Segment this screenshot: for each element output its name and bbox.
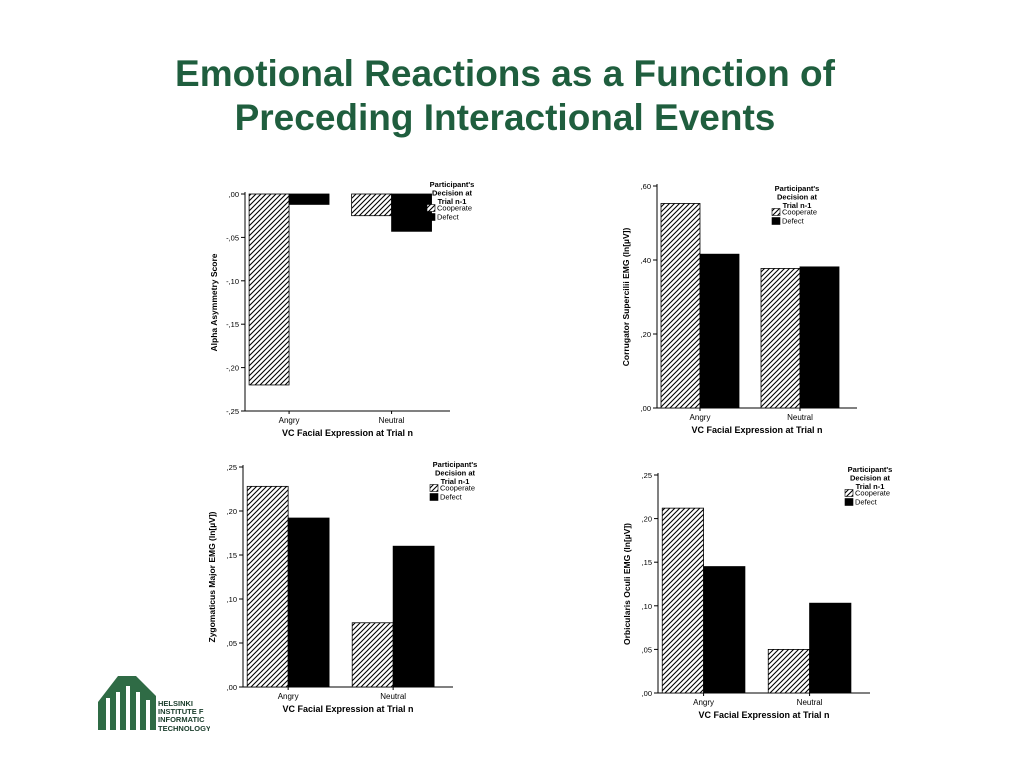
y-tick-label: -,20 <box>226 364 239 373</box>
hiit-logo-icon <box>98 676 156 730</box>
x-tick-label: Neutral <box>380 692 406 701</box>
legend-swatch-cooperate <box>771 208 781 216</box>
corrugator-emg-chart: ,00 ,20 ,40 ,60 Angry Neutral VC Facial Expres… <box>621 182 857 435</box>
legend-title-line: Trial n-1 <box>438 197 467 206</box>
zygomaticus-emg-chart: ,00 ,05 ,10 ,15 ,20 ,25 Angry Neutral VC Facial … <box>207 460 478 714</box>
legend-title-line: Participant's <box>430 180 475 189</box>
slide-title: Emotional Reactions as a Function of Pre… <box>0 52 1010 140</box>
y-tick-label: ,60 <box>641 182 651 191</box>
bar-angry-cooperate <box>660 203 701 409</box>
y-axis-title: Alpha Asymmetry Score <box>209 253 219 351</box>
logo-line-4: TECHNOLOGY <box>158 723 210 733</box>
y-tick-label: ,10 <box>227 595 237 604</box>
legend-title-line: Decision at <box>850 474 891 483</box>
bar-neutral-defect <box>809 602 852 694</box>
legend-swatch-defect <box>844 498 854 506</box>
y-axis-title: Corrugator Supercilii EMG (ln[µV]) <box>621 228 631 367</box>
legend-swatch-cooperate <box>429 484 439 492</box>
legend-label-cooperate: Cooperate <box>855 489 890 498</box>
bar-neutral-cooperate <box>760 268 801 409</box>
legend-swatch-defect <box>771 217 781 225</box>
bar-angry-defect <box>287 517 330 688</box>
x-axis-title: VC Facial Expression at Trial n <box>691 425 822 435</box>
slide-title-line-2: Preceding Interactional Events <box>234 97 776 138</box>
legend-swatch-defect <box>426 213 436 221</box>
legend-title-line: Trial n-1 <box>856 482 885 491</box>
legend-label-cooperate: Cooperate <box>440 484 475 493</box>
bar-neutral-defect <box>391 193 432 232</box>
legend-label-defect: Defect <box>855 498 878 507</box>
y-tick-label: ,00 <box>641 404 651 413</box>
bar-angry-cooperate <box>246 485 289 688</box>
bar-angry-defect <box>699 253 740 409</box>
legend-title-line: Participant's <box>775 184 820 193</box>
y-tick-label: -,10 <box>226 277 239 286</box>
x-tick-label: Neutral <box>797 698 823 707</box>
legend-swatch-defect <box>429 493 439 501</box>
x-tick-label: Angry <box>279 416 300 425</box>
bar-angry-cooperate <box>661 507 704 694</box>
y-tick-label: ,25 <box>227 463 237 472</box>
bar-neutral-cooperate <box>767 648 810 694</box>
bar-angry-defect <box>703 566 746 694</box>
logo-line-1: HELSINKI <box>158 700 194 708</box>
legend-title-line: Participant's <box>433 460 478 469</box>
orbicularis-emg-chart: ,00 ,05 ,10 ,15 ,20 ,25 Angry Neutral VC Facial … <box>622 465 893 720</box>
legend-label-cooperate: Cooperate <box>782 208 817 217</box>
x-tick-label: Angry <box>278 692 299 701</box>
bar-neutral-defect <box>799 266 840 409</box>
x-axis-title: VC Facial Expression at Trial n <box>282 704 413 714</box>
y-tick-label: ,40 <box>641 256 651 265</box>
x-tick-label: Angry <box>693 698 714 707</box>
legend-title-line: Decision at <box>435 469 476 478</box>
legend-label-defect: Defect <box>440 493 463 502</box>
legend-label-defect: Defect <box>782 217 805 226</box>
y-tick-label: -,15 <box>226 320 239 329</box>
x-axis-title: VC Facial Expression at Trial n <box>698 710 829 720</box>
logo-line-3: INFORMATIC <box>158 715 205 725</box>
y-tick-label: ,20 <box>641 330 651 339</box>
x-tick-label: Neutral <box>379 416 405 425</box>
legend-title-line: Trial n-1 <box>783 201 812 210</box>
y-tick-label: -,05 <box>226 233 239 242</box>
y-tick-label: ,05 <box>642 645 652 654</box>
y-tick-label: ,15 <box>227 551 237 560</box>
x-tick-label: Angry <box>690 413 711 422</box>
x-axis-title: VC Facial Expression at Trial n <box>282 428 413 438</box>
y-axis-title: Orbicularis Oculi EMG (ln[µV]) <box>622 523 632 645</box>
y-tick-label: ,00 <box>227 683 237 692</box>
bar-neutral-cooperate <box>351 193 392 217</box>
legend-title-line: Decision at <box>432 189 473 198</box>
legend-swatch-cooperate <box>426 204 436 212</box>
legend-title-line: Trial n-1 <box>441 477 470 486</box>
alpha-asymmetry-chart: ,00 -,05 -,10 -,15 -,20 -,25 Angry Neutral VC Fa… <box>209 180 475 438</box>
hiit-logo: HELSINKI INSTITUTE F INFORMATIC TECHNOLO… <box>96 672 226 734</box>
y-tick-label: -,25 <box>226 407 239 416</box>
legend-swatch-cooperate <box>844 489 854 497</box>
y-tick-label: ,20 <box>642 515 652 524</box>
y-tick-label: ,10 <box>642 602 652 611</box>
bar-neutral-defect <box>392 545 435 688</box>
y-tick-label: ,00 <box>642 689 652 698</box>
y-axis-title: Zygomaticus Major EMG (ln[µV]) <box>207 511 217 642</box>
logo-line-2: INSTITUTE F <box>158 707 204 717</box>
legend-label-cooperate: Cooperate <box>437 204 472 213</box>
y-tick-label: ,15 <box>642 558 652 567</box>
bar-angry-defect <box>288 193 330 205</box>
y-tick-label: ,20 <box>227 507 237 516</box>
legend-title-line: Decision at <box>777 193 818 202</box>
y-tick-label: ,00 <box>229 190 239 199</box>
bar-neutral-cooperate <box>351 622 394 688</box>
bar-angry-cooperate <box>248 193 290 386</box>
legend-label-defect: Defect <box>437 213 460 222</box>
legend-title-line: Participant's <box>848 465 893 474</box>
x-tick-label: Neutral <box>787 413 813 422</box>
y-tick-label: ,05 <box>227 639 237 648</box>
slide-title-line-1: Emotional Reactions as a Function of <box>175 53 835 94</box>
hiit-logo-text: HELSINKI INSTITUTE F INFORMATIC TECHNOLO… <box>158 700 210 733</box>
y-tick-label: ,25 <box>642 471 652 480</box>
